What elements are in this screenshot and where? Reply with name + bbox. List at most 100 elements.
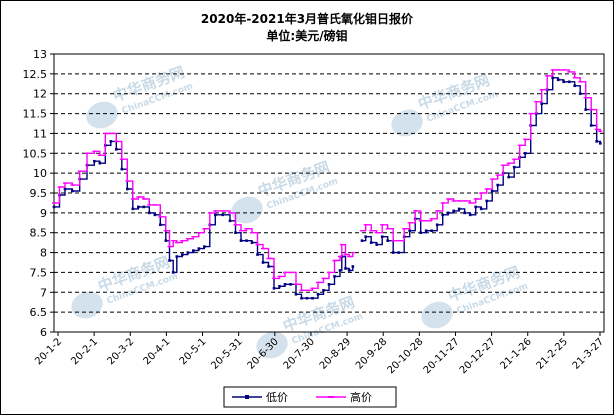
chart-subtitle: 单位:美元/磅钼 (266, 29, 348, 43)
data-point (272, 287, 276, 290)
data-point (142, 205, 146, 209)
data-point (485, 199, 488, 203)
data-point (181, 253, 184, 256)
globe-icon (421, 301, 453, 329)
y-tick-label: 6.5 (30, 306, 48, 319)
data-point (294, 292, 298, 296)
y-tick-label: 6 (40, 326, 47, 339)
data-point (490, 189, 494, 193)
data-point (474, 205, 477, 209)
data-point (344, 267, 347, 270)
data-point (452, 209, 455, 213)
data-point (562, 80, 565, 84)
data-point (300, 296, 303, 300)
y-tick-label: 8 (40, 247, 47, 260)
y-tick-label: 13 (33, 48, 47, 61)
data-point (567, 80, 571, 84)
data-point (261, 261, 265, 264)
data-point (584, 108, 587, 111)
data-point (214, 213, 217, 217)
data-point (63, 187, 67, 191)
legend-marker (245, 395, 249, 399)
data-point (192, 249, 195, 252)
data-point (364, 235, 367, 238)
y-tick-label: 11.5 (23, 108, 48, 121)
globe-icon (71, 291, 103, 319)
data-point (228, 219, 232, 223)
data-point (168, 259, 171, 262)
data-point (93, 159, 96, 163)
data-point (186, 251, 190, 254)
data-point (311, 296, 314, 300)
series-low-price-line (362, 77, 601, 254)
y-tick-label: 9.5 (30, 187, 48, 200)
data-point (131, 207, 135, 211)
series-high-price-line (54, 132, 354, 291)
x-tick-label: 20-9-28 (354, 336, 389, 371)
data-point (380, 235, 384, 238)
data-point (159, 223, 162, 227)
x-tick-label: 20-3-2 (106, 336, 137, 367)
x-tick-label: 21-3-27 (571, 336, 606, 371)
data-point (540, 102, 543, 105)
data-point (250, 241, 254, 244)
data-point (408, 229, 411, 233)
data-point (397, 251, 400, 254)
data-point (305, 296, 309, 300)
series-low-price-line (54, 140, 354, 299)
data-point (148, 211, 151, 215)
data-point (512, 165, 516, 169)
data-point (386, 239, 389, 242)
data-point (419, 231, 422, 235)
data-point (468, 213, 472, 217)
data-point (245, 239, 248, 242)
data-point (556, 78, 560, 82)
legend-box (223, 386, 397, 408)
y-tick-label: 10 (33, 167, 47, 180)
data-point (424, 229, 428, 233)
data-point (137, 205, 140, 209)
data-point (573, 84, 576, 88)
series-low-price (52, 76, 602, 300)
data-point (523, 151, 527, 155)
y-tick-label: 12 (33, 88, 47, 101)
data-point (457, 207, 461, 211)
data-point (153, 213, 157, 217)
data-point (351, 265, 355, 268)
data-point (347, 269, 351, 272)
data-point (289, 283, 292, 286)
data-point (115, 148, 118, 151)
series-layer (52, 69, 603, 300)
data-point (164, 239, 168, 242)
data-point (589, 124, 593, 127)
data-point (98, 161, 102, 165)
x-tick-label: 20-4-1 (142, 336, 173, 367)
data-point (463, 211, 466, 215)
data-point (234, 231, 237, 235)
data-point (327, 283, 331, 286)
globe-icon (231, 196, 263, 224)
legend-label-high: 高价 (350, 390, 372, 404)
data-point (283, 283, 287, 286)
legend-label-low: 低价 (266, 391, 288, 404)
data-point (239, 239, 243, 242)
y-tick-label: 9 (40, 207, 47, 220)
data-point (446, 211, 450, 215)
data-point (595, 140, 598, 143)
series-high-price (52, 69, 603, 291)
x-tick-label: 21-1-26 (498, 336, 533, 371)
x-tick-label: 20-11-27 (422, 336, 462, 376)
data-point (360, 239, 364, 242)
data-point (171, 271, 175, 274)
data-point (435, 223, 439, 227)
x-tick-label: 20-10-28 (386, 336, 426, 376)
x-tick-label: 20-5-1 (178, 336, 209, 367)
data-point (221, 213, 224, 217)
data-point (256, 253, 259, 256)
